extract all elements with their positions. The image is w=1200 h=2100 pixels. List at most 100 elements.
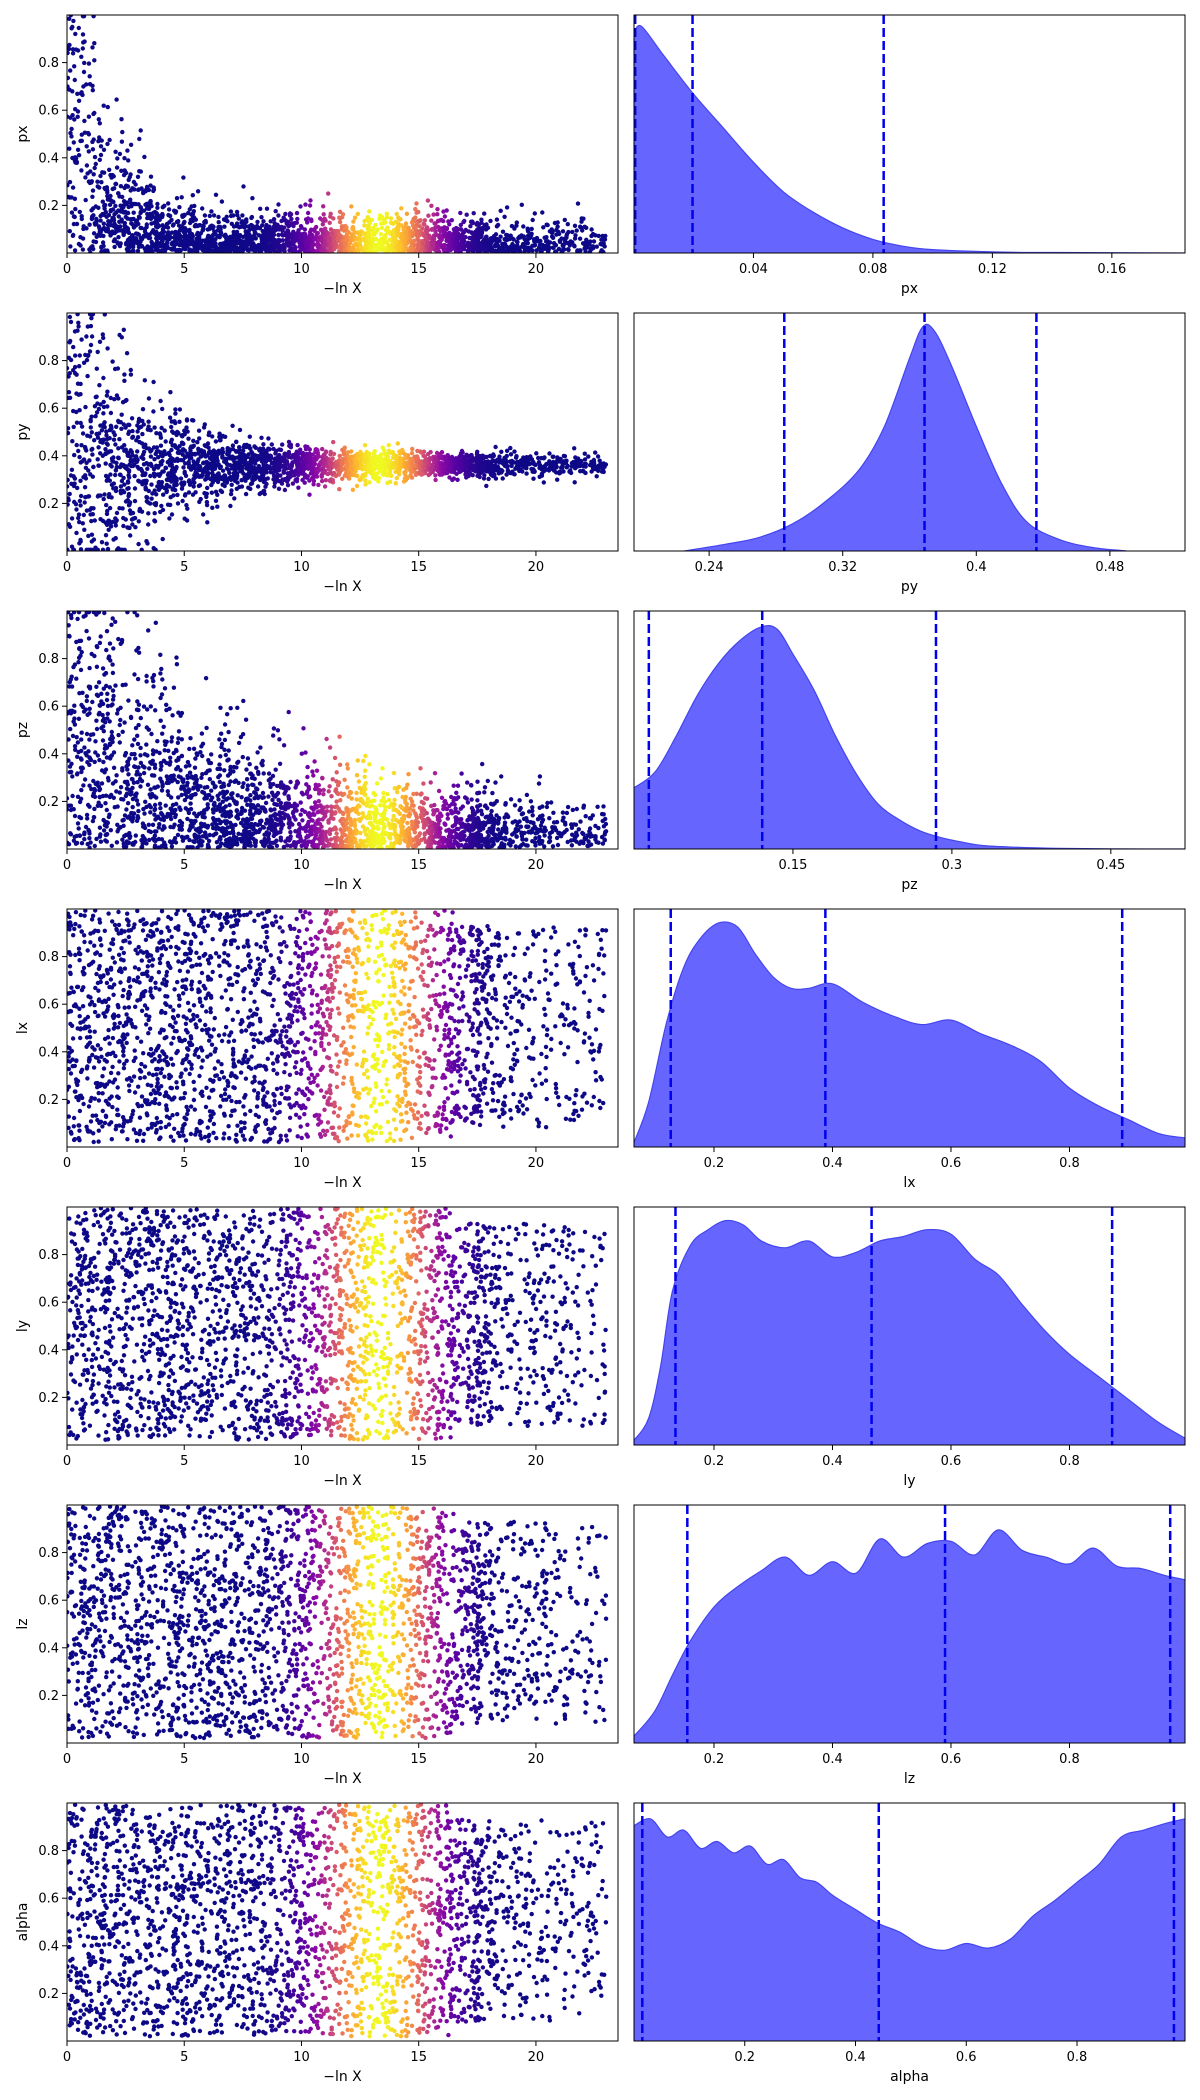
- scatter-point: [133, 525, 138, 530]
- scatter-point: [363, 478, 368, 483]
- scatter-point: [253, 249, 258, 253]
- scatter-point: [156, 487, 162, 492]
- x-tick-label: 0.08: [858, 262, 887, 277]
- scatter-point: [498, 208, 503, 213]
- scatter-point: [515, 243, 520, 248]
- scatter-point: [234, 246, 239, 251]
- scatter-point: [482, 211, 487, 216]
- scatter-point: [586, 240, 591, 245]
- x-tick-label: 20: [528, 262, 545, 277]
- scatter-point: [95, 435, 101, 440]
- scatter-point: [205, 520, 210, 525]
- scatter-point: [360, 237, 366, 242]
- scatter-point: [187, 237, 193, 242]
- scatter-point: [243, 238, 249, 243]
- scatter-point: [367, 217, 372, 222]
- scatter-point: [67, 430, 71, 436]
- scatter-point: [173, 407, 178, 412]
- scatter-point: [95, 457, 100, 462]
- scatter-point: [534, 248, 539, 253]
- scatter-point: [302, 466, 307, 472]
- scatter-point: [309, 469, 314, 474]
- scatter-point: [68, 338, 73, 344]
- scatter-point: [223, 239, 228, 245]
- scatter-point: [281, 225, 287, 230]
- scatter-point: [421, 449, 427, 454]
- scatter-point: [213, 473, 218, 478]
- scatter-point: [180, 498, 185, 504]
- scatter-point: [86, 533, 91, 539]
- scatter-point: [252, 444, 257, 449]
- scatter-point: [482, 460, 488, 465]
- scatter-point: [398, 451, 403, 456]
- scatter-point: [565, 222, 570, 227]
- scatter-point: [426, 213, 431, 218]
- scatter-point: [125, 228, 131, 233]
- scatter-point: [594, 474, 599, 479]
- scatter-point: [596, 233, 601, 239]
- scatter-point: [135, 423, 140, 428]
- scatter-point: [74, 442, 79, 448]
- scatter-point: [479, 217, 484, 222]
- scatter-point: [548, 460, 553, 466]
- scatter-point: [169, 424, 174, 430]
- scatter-point: [169, 512, 175, 517]
- scatter-point: [321, 470, 327, 475]
- scatter-point: [309, 227, 314, 232]
- scatter-point: [262, 238, 268, 244]
- scatter-point: [537, 242, 543, 247]
- scatter-point: [112, 186, 117, 191]
- scatter-point: [272, 248, 277, 253]
- scatter-point: [316, 482, 321, 488]
- scatter-point: [185, 506, 190, 511]
- scatter-point: [305, 210, 311, 216]
- scatter-point: [268, 219, 273, 224]
- scatter-point: [83, 197, 88, 203]
- scatter-point: [575, 201, 581, 206]
- scatter-point: [373, 464, 379, 470]
- scatter-point: [447, 230, 452, 236]
- scatter-point: [68, 244, 73, 249]
- scatter-point: [524, 471, 529, 476]
- scatter-point: [133, 201, 138, 207]
- scatter-point: [173, 466, 179, 471]
- scatter-point: [344, 474, 350, 479]
- scatter-point: [296, 228, 301, 233]
- scatter-point: [98, 152, 104, 158]
- scatter-point: [228, 503, 233, 509]
- scatter-point: [136, 466, 142, 471]
- scatter-point: [560, 229, 566, 234]
- scatter-point: [470, 458, 475, 464]
- scatter-point: [197, 499, 202, 505]
- scatter-point: [181, 229, 186, 235]
- scatter-point: [113, 149, 118, 154]
- scatter-point: [340, 476, 345, 481]
- scatter-point: [513, 455, 519, 460]
- scatter-point: [475, 236, 480, 241]
- scatter-point: [591, 239, 597, 244]
- scatter-point: [215, 504, 220, 509]
- scatter-point: [177, 241, 182, 246]
- scatter-point: [158, 432, 163, 438]
- scatter-point: [491, 458, 496, 463]
- scatter-point: [554, 249, 559, 253]
- scatter-point: [385, 473, 390, 478]
- scatter-point: [181, 175, 186, 180]
- scatter-point: [78, 243, 83, 248]
- scatter-point: [345, 450, 351, 455]
- scatter-point: [125, 479, 131, 484]
- scatter-point: [236, 216, 242, 221]
- scatter-point: [105, 346, 110, 351]
- scatter-point: [543, 239, 549, 244]
- scatter-point: [67, 491, 72, 497]
- scatter-point: [433, 225, 438, 230]
- scatter-point: [67, 179, 73, 185]
- scatter-point: [417, 219, 422, 224]
- scatter-point: [280, 455, 286, 460]
- scatter-point: [593, 450, 598, 455]
- scatter-point: [85, 353, 91, 358]
- scatter-point: [169, 447, 174, 453]
- scatter-point: [79, 443, 84, 448]
- scatter-point: [422, 218, 428, 223]
- scatter-point: [367, 480, 372, 485]
